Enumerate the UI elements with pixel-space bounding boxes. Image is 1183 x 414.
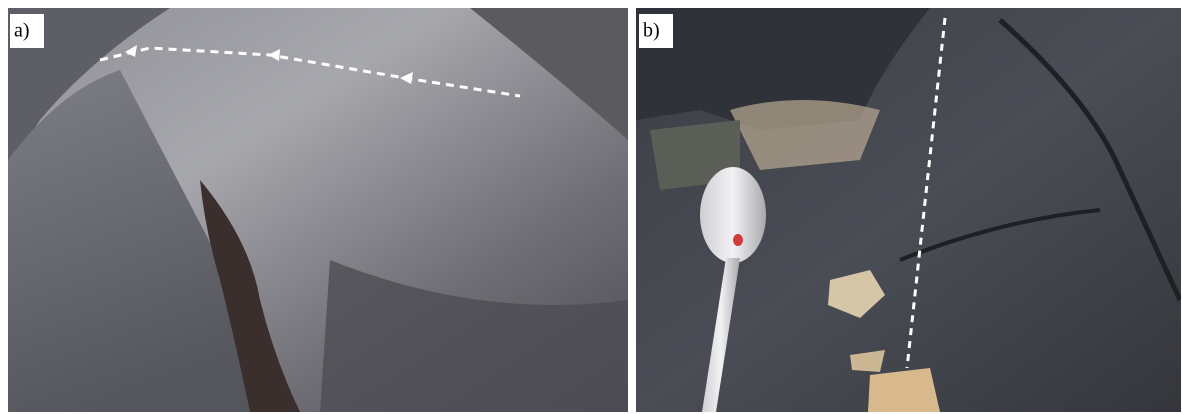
spoon-bowl (700, 167, 766, 263)
photo-b (636, 8, 1181, 412)
photo-a (8, 8, 628, 412)
pebble (868, 368, 940, 412)
spoon-mark (733, 234, 743, 246)
panel-label: a) (14, 20, 30, 42)
page: a) b) (() => { const data = JSON.parse(d… (0, 0, 1183, 414)
figure: a) b) (0, 0, 1183, 414)
panel-label: b) (643, 20, 660, 42)
